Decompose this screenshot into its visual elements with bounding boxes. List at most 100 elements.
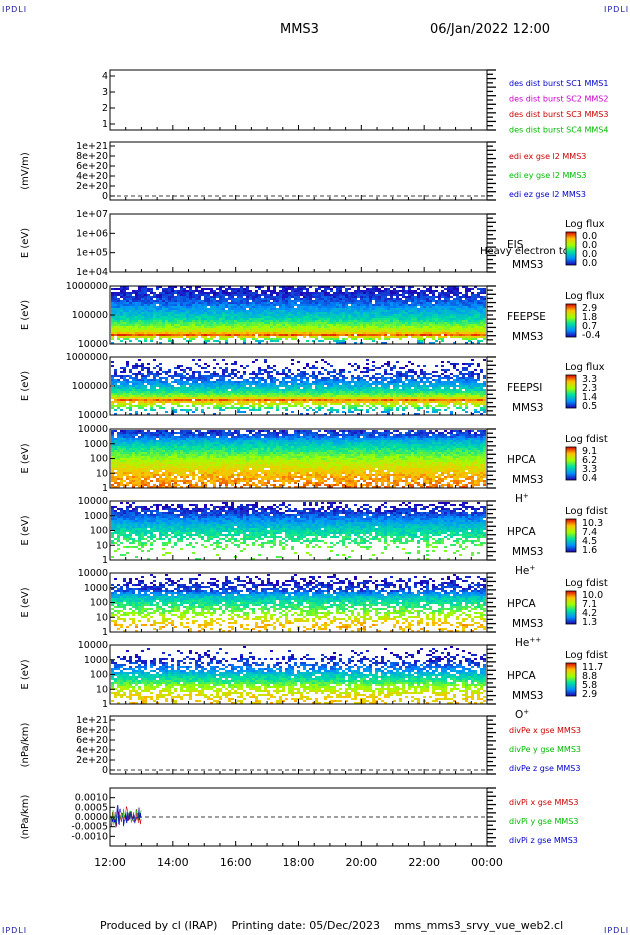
y-axis-label: E (eV) — [20, 300, 31, 330]
legend-entry: des dist burst SC2 MMS2 — [509, 95, 608, 104]
y-tick-label: 10 — [96, 612, 108, 623]
species-label: He+ — [515, 564, 535, 577]
spacecraft-label: MMS3 — [512, 618, 543, 630]
y-tick-label: 1000 — [84, 511, 108, 522]
legend-entry: divPi z gse MMS3 — [509, 836, 578, 845]
legend-entry: des dist burst SC1 MMS1 — [509, 79, 608, 88]
x-tick-label: 12:00 — [94, 856, 126, 869]
legend-entry: divPe y gse MMS3 — [509, 745, 581, 754]
colorbar — [566, 663, 576, 696]
colorbar-tick: 2.9 — [582, 689, 597, 700]
y-tick-label: -0.0010 — [71, 831, 108, 842]
y-tick-label: 10 — [96, 468, 108, 479]
x-tick-label: 18:00 — [283, 856, 315, 869]
spacecraft-label: MMS3 — [512, 546, 543, 558]
y-tick-label: 1000000 — [66, 352, 108, 363]
y-tick-label: 0 — [102, 191, 108, 202]
spectrogram-hpca_o — [111, 646, 486, 704]
spacecraft-label: MMS3 — [512, 259, 543, 271]
y-tick-label: 1 — [102, 483, 108, 494]
y-tick-label: 1000 — [84, 439, 108, 450]
colorbar — [566, 304, 576, 337]
y-tick-label: 1000 — [84, 655, 108, 666]
y-tick-label: 100 — [90, 526, 108, 537]
colorbar-title: Log flux — [565, 219, 605, 230]
x-tick-label: 14:00 — [157, 856, 189, 869]
y-tick-label: 100000 — [72, 310, 108, 321]
species-label: He++ — [515, 636, 541, 649]
y-axis-label: E (eV) — [20, 371, 31, 401]
y-tick-label: 10000 — [78, 568, 108, 579]
colorbar-title: Log flux — [565, 362, 605, 373]
panel-frame — [110, 716, 487, 774]
panel-frame — [110, 214, 487, 272]
charge-label: + — [523, 492, 529, 500]
panel-divpi: -0.0010-0.00050.00000.00050.0010(nPa/km)… — [20, 788, 578, 846]
y-tick-label: 10000 — [78, 424, 108, 435]
spacecraft-label: MMS3 — [512, 331, 543, 343]
y-tick-label: 1 — [102, 627, 108, 638]
colorbar — [566, 447, 576, 480]
colorbar-tick: 0.4 — [582, 473, 597, 484]
y-tick-label: 0.0000 — [75, 812, 108, 823]
y-tick-label: 1e+21 — [76, 141, 108, 152]
instrument-label: FEEPSI — [507, 382, 542, 394]
instrument-label: HPCA — [507, 526, 537, 538]
legend-entry: edi ey gse l2 MMS3 — [509, 171, 587, 180]
instrument-label: HPCA — [507, 670, 537, 682]
x-tick-label: 22:00 — [408, 856, 440, 869]
y-tick-label: 1e+06 — [76, 228, 108, 239]
spectrogram-feepsi — [111, 359, 486, 415]
species-label: H+ — [515, 492, 529, 505]
divpi-traces — [111, 806, 141, 828]
legend-entry: divPe x gse MMS3 — [509, 726, 581, 735]
y-tick-label: 8e+20 — [76, 151, 108, 162]
y-tick-label: 8e+20 — [76, 725, 108, 736]
colorbar — [566, 519, 576, 552]
y-tick-label: 10000 — [78, 496, 108, 507]
spectrogram-feepse — [111, 286, 486, 344]
x-tick-label: 20:00 — [345, 856, 377, 869]
y-tick-label: 10000 — [78, 410, 108, 421]
y-axis-label: E (eV) — [20, 228, 31, 258]
spectrogram-hpca_he — [111, 502, 486, 560]
colorbar-tick: 0.5 — [582, 401, 597, 412]
y-tick-label: 10 — [96, 540, 108, 551]
spectrogram-hpca_hepp — [111, 574, 486, 632]
y-axis-label: E (eV) — [20, 515, 31, 545]
y-axis-label: (nPa/km) — [20, 723, 31, 768]
colorbar-title: Log fdist — [565, 578, 608, 589]
charge-label: + — [529, 564, 535, 572]
charge-label: ++ — [529, 636, 541, 644]
y-axis-label: E (eV) — [20, 659, 31, 689]
instrument-label: HPCA — [507, 598, 537, 610]
y-tick-label: 1000000 — [66, 281, 108, 292]
y-tick-label: 100 — [90, 454, 108, 465]
y-tick-label: 0.0005 — [75, 802, 108, 813]
y-tick-label: 2 — [102, 103, 108, 114]
colorbar-tick: 1.3 — [582, 617, 597, 628]
spacecraft-label: MMS3 — [512, 402, 543, 414]
colorbar-tick: 1.6 — [582, 545, 597, 556]
colorbar — [566, 232, 576, 265]
legend-entry: des dist burst SC4 MMS4 — [509, 126, 608, 135]
overlay-label: Heavy electron to — [480, 246, 569, 257]
legend-entry: divPi x gse MMS3 — [509, 798, 578, 807]
y-tick-label: 1e+05 — [76, 248, 108, 259]
y-tick-label: 3 — [102, 87, 108, 98]
y-tick-label: 1000 — [84, 583, 108, 594]
x-tick-label: 00:00 — [471, 856, 503, 869]
y-tick-label: 1 — [102, 699, 108, 710]
legend-entry: divPi y gse MMS3 — [509, 817, 578, 826]
spacecraft-label: MMS3 — [512, 474, 543, 486]
y-tick-label: 2e+20 — [76, 181, 108, 192]
y-tick-label: 2e+20 — [76, 755, 108, 766]
instrument-label: FEEPSE — [507, 311, 546, 323]
